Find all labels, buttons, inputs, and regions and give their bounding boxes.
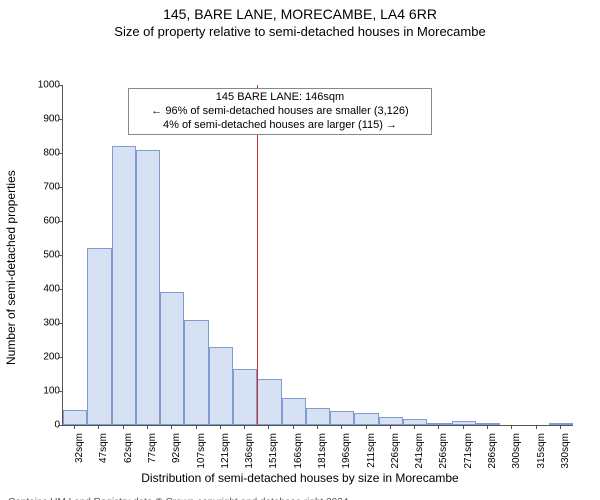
y-tick-mark (58, 153, 62, 154)
x-tick-mark (366, 425, 367, 429)
y-tick-mark (58, 289, 62, 290)
x-tick-label: 196sqm (341, 433, 352, 473)
y-tick-mark (58, 425, 62, 426)
x-tick-label: 77sqm (147, 433, 158, 473)
y-axis-label: Number of semi-detached properties (4, 170, 18, 365)
y-tick-label: 800 (26, 148, 60, 159)
x-tick-mark (317, 425, 318, 429)
histogram-bar (160, 292, 184, 425)
histogram-bar (452, 421, 476, 425)
y-tick-mark (58, 85, 62, 86)
y-tick-label: 500 (26, 250, 60, 261)
x-tick-mark (560, 425, 561, 429)
x-tick-mark (390, 425, 391, 429)
x-tick-label: 151sqm (268, 433, 279, 473)
x-tick-label: 166sqm (293, 433, 304, 473)
x-tick-label: 136sqm (244, 433, 255, 473)
y-tick-mark (58, 323, 62, 324)
x-tick-label: 47sqm (98, 433, 109, 473)
x-tick-label: 286sqm (487, 433, 498, 473)
x-tick-mark (487, 425, 488, 429)
plot-area (62, 85, 573, 426)
x-tick-mark (98, 425, 99, 429)
x-tick-label: 271sqm (463, 433, 474, 473)
histogram-bar (184, 320, 208, 425)
y-tick-label: 700 (26, 182, 60, 193)
histogram-bar (112, 146, 136, 425)
x-tick-mark (536, 425, 537, 429)
y-tick-mark (58, 357, 62, 358)
x-tick-mark (463, 425, 464, 429)
x-tick-mark (196, 425, 197, 429)
y-tick-label: 0 (26, 420, 60, 431)
reference-line (257, 85, 258, 425)
page-subtitle: Size of property relative to semi-detach… (0, 24, 600, 39)
y-tick-label: 300 (26, 318, 60, 329)
x-tick-mark (511, 425, 512, 429)
x-tick-label: 62sqm (123, 433, 134, 473)
histogram-bar (427, 423, 451, 425)
histogram-bar (549, 423, 573, 425)
y-tick-label: 100 (26, 386, 60, 397)
x-tick-mark (123, 425, 124, 429)
x-tick-mark (268, 425, 269, 429)
y-tick-label: 900 (26, 114, 60, 125)
y-tick-mark (58, 119, 62, 120)
histogram-bar (354, 413, 378, 425)
histogram-bar (403, 419, 427, 425)
x-tick-mark (244, 425, 245, 429)
x-tick-mark (220, 425, 221, 429)
annotation-line: 4% of semi-detached houses are larger (1… (135, 119, 425, 133)
histogram-bar (282, 398, 306, 425)
histogram-bar (233, 369, 257, 425)
x-tick-mark (293, 425, 294, 429)
x-tick-label: 241sqm (414, 433, 425, 473)
x-tick-label: 315sqm (536, 433, 547, 473)
page-title: 145, BARE LANE, MORECAMBE, LA4 6RR (0, 6, 600, 22)
y-tick-mark (58, 255, 62, 256)
x-tick-label: 300sqm (511, 433, 522, 473)
histogram-bar (209, 347, 233, 425)
x-tick-mark (438, 425, 439, 429)
x-tick-label: 181sqm (317, 433, 328, 473)
histogram-bar (306, 408, 330, 425)
y-tick-mark (58, 391, 62, 392)
y-tick-label: 400 (26, 284, 60, 295)
x-tick-label: 92sqm (171, 433, 182, 473)
x-tick-mark (171, 425, 172, 429)
y-tick-label: 200 (26, 352, 60, 363)
x-tick-mark (414, 425, 415, 429)
annotation-line: 145 BARE LANE: 146sqm (135, 91, 425, 105)
histogram-bar (136, 150, 160, 425)
x-tick-mark (341, 425, 342, 429)
x-tick-label: 32sqm (74, 433, 85, 473)
histogram-bar (87, 248, 111, 425)
x-tick-label: 226sqm (390, 433, 401, 473)
x-tick-label: 211sqm (366, 433, 377, 473)
x-tick-label: 121sqm (220, 433, 231, 473)
x-tick-label: 330sqm (560, 433, 571, 473)
x-tick-mark (147, 425, 148, 429)
x-tick-label: 107sqm (196, 433, 207, 473)
histogram-bar (63, 410, 87, 425)
y-tick-label: 600 (26, 216, 60, 227)
annotation-line: ← 96% of semi-detached houses are smalle… (135, 105, 425, 119)
histogram-bar (379, 417, 403, 426)
annotation-box: 145 BARE LANE: 146sqm← 96% of semi-detac… (128, 88, 432, 135)
x-tick-label: 256sqm (438, 433, 449, 473)
histogram-bar (257, 379, 281, 425)
y-tick-label: 1000 (26, 80, 60, 91)
x-axis-label: Distribution of semi-detached houses by … (0, 471, 600, 485)
histogram-bar (330, 411, 354, 425)
x-tick-mark (74, 425, 75, 429)
y-tick-mark (58, 187, 62, 188)
y-tick-mark (58, 221, 62, 222)
